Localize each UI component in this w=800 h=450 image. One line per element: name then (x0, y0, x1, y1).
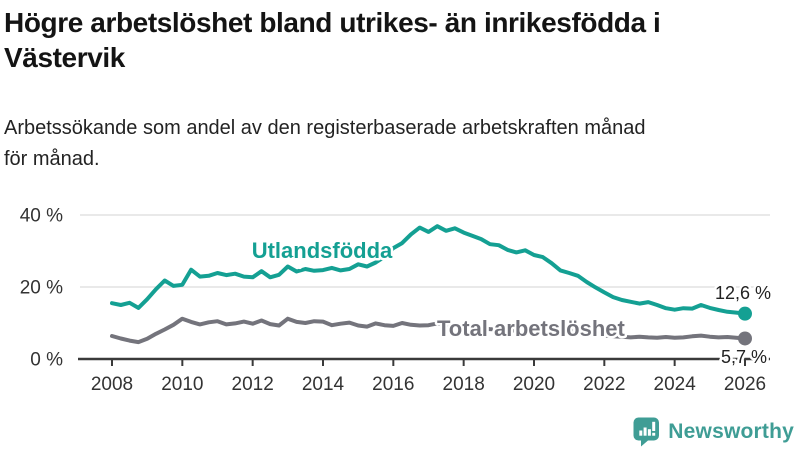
series-lines (110, 224, 747, 345)
x-tick-labels: 2008 2010 2012 2014 2016 2018 2020 2022 2024 2026 (91, 374, 766, 395)
y-tick-label: 40 % (20, 206, 63, 227)
chart-subtitle-line1: Arbetssökande som andel av den registerb… (4, 117, 646, 139)
x-tick-label: 2014 (302, 374, 345, 395)
chart-title: Högre arbetslöshet bland utrikes- än inr… (4, 5, 796, 75)
y-tick-labels: 0 % 20 % 40 % (20, 206, 63, 371)
x-tick-label: 2024 (654, 374, 697, 395)
chart-subtitle-line2: för månad. (4, 148, 100, 170)
series-label-utlandsfodda: Utlandsfödda (252, 238, 393, 263)
x-tick-label: 2020 (513, 374, 555, 395)
chart-title-line1: Högre arbetslöshet bland utrikes- än inr… (4, 7, 661, 38)
end-value-utlandsfodda: 12,6 % (715, 283, 771, 303)
end-dot-utlandsfodda (737, 306, 752, 321)
gridlines (80, 214, 770, 288)
y-tick-label: 20 % (20, 278, 63, 299)
chart-title-line2: Västervik (4, 42, 125, 73)
end-dot-total (737, 331, 752, 346)
x-tick-label: 2012 (232, 374, 274, 395)
x-tick-label: 2016 (372, 374, 414, 395)
end-value-total: 5,7 % (721, 347, 767, 367)
x-tick-label: 2022 (583, 374, 625, 395)
series-label-total: Total arbetslöshet (437, 316, 626, 341)
x-tick-label: 2018 (443, 374, 485, 395)
label-arrow-down-icon (291, 257, 309, 269)
newsworthy-icon (633, 417, 660, 447)
x-tick-marks (111, 359, 746, 366)
chart-subtitle: Arbetssökande som andel av den registerb… (4, 113, 796, 175)
bar-chart-glyph (639, 421, 656, 436)
newsworthy-logo: Newsworthy (633, 417, 794, 447)
series-line-utlandsfodda (110, 224, 747, 316)
y-tick-label: 0 % (30, 350, 63, 371)
newsworthy-wordmark: Newsworthy (668, 420, 794, 443)
line-chart: Utlandsfödda Total arbetslöshet 12,6 % 5… (20, 206, 774, 396)
series-line-total (110, 316, 747, 345)
end-markers (737, 306, 752, 346)
x-tick-label: 2026 (724, 374, 766, 395)
x-tick-label: 2008 (91, 374, 133, 395)
x-tick-label: 2010 (161, 374, 203, 395)
